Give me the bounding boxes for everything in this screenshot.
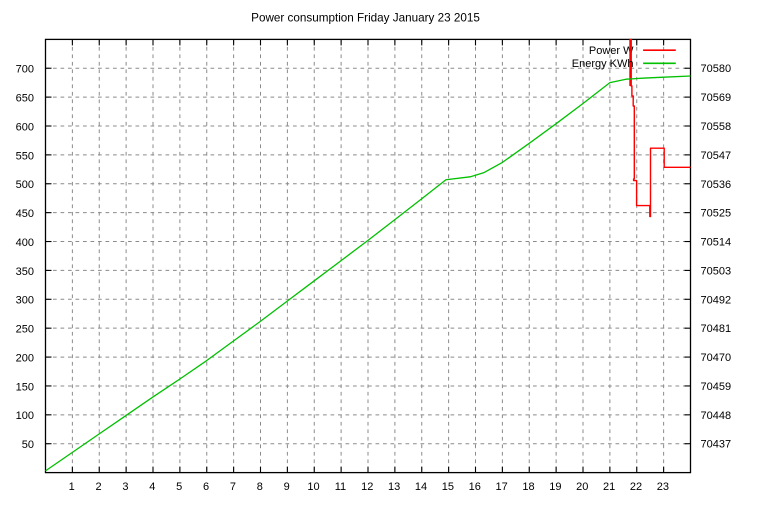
svg-text:70547: 70547 bbox=[701, 150, 732, 162]
svg-text:13: 13 bbox=[388, 481, 400, 493]
svg-text:450: 450 bbox=[16, 208, 34, 220]
svg-text:6: 6 bbox=[203, 481, 209, 493]
svg-text:70492: 70492 bbox=[701, 294, 732, 306]
svg-text:17: 17 bbox=[496, 481, 508, 493]
svg-text:4: 4 bbox=[149, 481, 155, 493]
svg-text:250: 250 bbox=[16, 324, 34, 336]
svg-text:300: 300 bbox=[16, 295, 34, 307]
svg-text:70558: 70558 bbox=[701, 121, 732, 133]
svg-text:21: 21 bbox=[603, 481, 615, 493]
svg-text:19: 19 bbox=[549, 481, 561, 493]
svg-text:9: 9 bbox=[284, 481, 290, 493]
svg-text:18: 18 bbox=[522, 481, 534, 493]
svg-text:70437: 70437 bbox=[701, 439, 732, 451]
svg-text:1: 1 bbox=[69, 481, 75, 493]
svg-text:70481: 70481 bbox=[701, 323, 732, 335]
svg-text:500: 500 bbox=[16, 179, 34, 191]
svg-text:10: 10 bbox=[307, 481, 319, 493]
svg-text:23: 23 bbox=[657, 481, 669, 493]
svg-text:70514: 70514 bbox=[701, 237, 732, 249]
svg-text:200: 200 bbox=[16, 352, 34, 364]
svg-text:550: 550 bbox=[16, 150, 34, 162]
svg-text:Power consumption Friday Janua: Power consumption Friday January 23 2015 bbox=[251, 12, 480, 25]
svg-text:70503: 70503 bbox=[701, 265, 732, 277]
svg-text:Energy KWh: Energy KWh bbox=[572, 58, 634, 70]
svg-text:20: 20 bbox=[576, 481, 588, 493]
svg-text:3: 3 bbox=[122, 481, 128, 493]
svg-text:100: 100 bbox=[16, 410, 34, 422]
svg-text:50: 50 bbox=[22, 439, 34, 451]
svg-text:70525: 70525 bbox=[701, 208, 732, 220]
svg-text:650: 650 bbox=[16, 93, 34, 105]
svg-text:600: 600 bbox=[16, 121, 34, 133]
svg-text:22: 22 bbox=[630, 481, 642, 493]
svg-text:70459: 70459 bbox=[701, 381, 732, 393]
svg-text:14: 14 bbox=[415, 481, 427, 493]
svg-text:150: 150 bbox=[16, 381, 34, 393]
svg-text:11: 11 bbox=[335, 481, 346, 493]
svg-text:400: 400 bbox=[16, 237, 34, 249]
svg-text:16: 16 bbox=[469, 481, 481, 493]
svg-text:7: 7 bbox=[230, 481, 236, 493]
svg-text:15: 15 bbox=[442, 481, 454, 493]
svg-text:70569: 70569 bbox=[701, 92, 732, 104]
svg-text:70470: 70470 bbox=[701, 352, 732, 364]
svg-text:70448: 70448 bbox=[701, 410, 732, 422]
svg-text:2: 2 bbox=[95, 481, 101, 493]
svg-text:Power W: Power W bbox=[589, 45, 634, 57]
svg-text:8: 8 bbox=[257, 481, 263, 493]
svg-text:70536: 70536 bbox=[701, 179, 732, 191]
svg-text:70580: 70580 bbox=[701, 63, 732, 75]
svg-text:350: 350 bbox=[16, 266, 34, 278]
svg-text:12: 12 bbox=[361, 481, 373, 493]
svg-text:5: 5 bbox=[176, 481, 182, 493]
svg-text:700: 700 bbox=[16, 64, 34, 76]
